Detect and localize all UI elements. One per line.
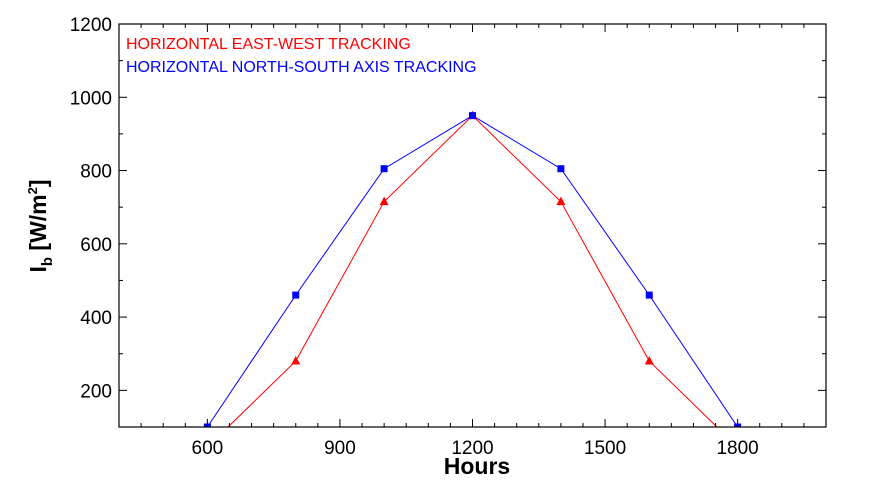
data-point-triangle [379,196,389,206]
plot-frame [118,23,827,428]
y-axis-title: Ib [W/m2] [25,179,56,272]
y-tick-label: 800 [80,162,112,183]
legend-entry-east-west: HORIZONTAL EAST-WEST TRACKING [126,36,411,53]
series-east-west [227,110,718,427]
legend-entry-north-south: HORIZONTAL NORTH-SOUTH AXIS TRACKING [126,59,477,76]
series-line [227,114,718,427]
data-point-triangle [291,356,301,365]
y-tick-label: 400 [80,308,112,329]
x-tick-label: 1200 [451,438,493,459]
data-point-square [292,291,300,299]
y-tick-label: 600 [80,235,112,256]
x-tick-label: 1500 [584,438,626,459]
data-point-triangle [644,356,654,365]
series-line [206,115,739,427]
data-point-square [645,291,653,299]
y-tick-label: 1000 [70,88,112,109]
series-north-south [203,112,742,427]
data-point-square [469,112,476,120]
data-point-square [557,165,565,173]
y-tick-label: 1200 [70,15,112,36]
x-tick-label: 1800 [716,438,758,459]
data-point-square [380,165,388,173]
y-tick-label: 200 [80,381,112,402]
x-axis-title: Hours [444,453,510,479]
x-tick-label: 900 [324,438,356,459]
data-point-triangle [556,196,566,206]
x-tick-label: 600 [192,438,224,459]
